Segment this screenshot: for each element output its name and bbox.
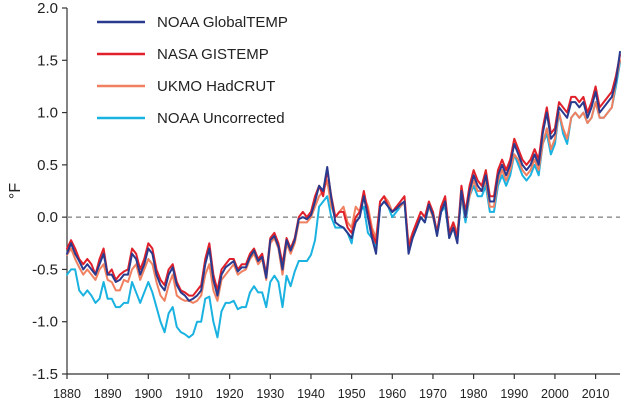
y-tick-label: 1.0 <box>37 105 58 122</box>
legend-label: NOAA Uncorrected <box>157 110 285 127</box>
series-lines <box>66 50 621 339</box>
x-tick-label: 1930 <box>256 387 284 401</box>
legend-label: NASA GISTEMP <box>157 46 269 63</box>
x-tick-label: 1890 <box>94 387 122 401</box>
series-line-noaa-uncorrected <box>66 61 621 339</box>
x-tick-label: 1980 <box>460 387 488 401</box>
series-line-nasa-gistemp <box>66 54 621 297</box>
y-tick-label: -0.5 <box>32 261 58 278</box>
series-line-noaa-globaltemp <box>66 50 621 302</box>
x-tick-label: 1950 <box>338 387 366 401</box>
x-tick-label: 1990 <box>500 387 528 401</box>
y-tick-label: -1.5 <box>32 366 58 383</box>
y-tick-label: 0.5 <box>37 157 58 174</box>
x-tick-label: 1900 <box>134 387 162 401</box>
series-line-ukmo-hadcrut <box>66 59 621 304</box>
y-tick-label: 2.0 <box>37 0 58 17</box>
x-tick-label: 1880 <box>53 387 81 401</box>
x-tick-label: 2010 <box>582 387 610 401</box>
x-tick-label: 1970 <box>419 387 447 401</box>
x-tick-label: 1910 <box>175 387 203 401</box>
legend: NOAA GlobalTEMP NASA GISTEMP UKMO HadCRUT N… <box>97 14 288 127</box>
y-tick-label: 1.5 <box>37 52 58 69</box>
y-tick-label: 0.0 <box>37 209 58 226</box>
x-tick-label: 1940 <box>297 387 325 401</box>
x-tick-label: 1920 <box>216 387 244 401</box>
legend-label: UKMO HadCRUT <box>157 78 275 95</box>
x-tick-label: 2000 <box>541 387 569 401</box>
y-tick-label: -1.0 <box>32 314 58 331</box>
y-axis-label: °F <box>7 183 24 199</box>
x-tick-label: 1960 <box>378 387 406 401</box>
axes: 2.0 1.5 1.0 0.5 0.0 -0.5 -1.0 -1.5 1880 1890 1900 1… <box>32 0 620 401</box>
legend-label: NOAA GlobalTEMP <box>157 14 288 31</box>
